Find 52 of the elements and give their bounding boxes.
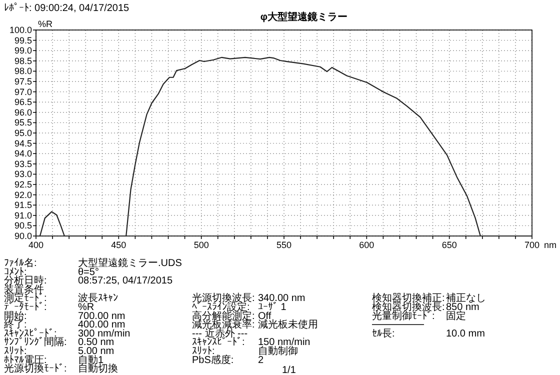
text: 大型望遠鏡ミラー.UDS <box>78 257 182 269</box>
text: 10.0 mm <box>446 328 485 340</box>
y-tick-label: 93.0 <box>14 169 32 180</box>
text: 光源切換ﾓｰﾄﾞ: <box>4 362 67 375</box>
y-tick-label: 90.5 <box>14 220 32 231</box>
x-tick-label: 400 <box>28 240 44 250</box>
y-tick-label: 99.5 <box>14 35 32 46</box>
text: %R <box>78 302 94 313</box>
x-tick-label: 600 <box>359 240 374 250</box>
y-tick-label: 100.0 <box>9 25 32 35</box>
text: 開始: <box>4 310 27 322</box>
y-tick-label: 97.0 <box>14 86 32 97</box>
y-tick-label: 97.5 <box>14 76 32 86</box>
y-tick-label: 95.0 <box>14 128 32 138</box>
text: 波長ｽｷｬﾝ <box>78 292 118 304</box>
y-tick-label: 93.5 <box>14 158 32 169</box>
y-tick-label: 96.0 <box>14 107 32 118</box>
text: 08:57:25, 04/17/2015 <box>78 276 173 287</box>
y-tick-label: 98.0 <box>14 66 32 76</box>
x-tick-label: 500 <box>194 240 209 250</box>
text: 検知器切換波長: <box>372 301 445 313</box>
text: 固定 <box>446 310 466 322</box>
y-tick-label: 90.0 <box>14 231 32 241</box>
x-tick-label: 700 <box>524 240 540 250</box>
text: ﾚﾎﾟｰﾄ: 09:00:24, 04/17/2015 <box>4 3 130 14</box>
chart-title: φ大型望遠鏡ミラー <box>260 11 348 23</box>
text: 高分解能測定: <box>192 310 255 322</box>
text: 300 nm/min <box>78 328 130 340</box>
x-tick-label: 550 <box>276 240 292 250</box>
text: ﾌｧｲﾙ名: <box>4 257 37 269</box>
text: 2 <box>258 354 264 366</box>
y-tick-label: 94.0 <box>14 148 32 159</box>
y-tick-label: 94.5 <box>14 138 32 148</box>
text: ｾﾙ長: <box>372 328 395 340</box>
y-axis-title: %R <box>38 19 53 29</box>
text: 減光板未使用 <box>258 318 318 331</box>
y-tick-label: 92.0 <box>14 190 32 200</box>
text: 0.50 nm <box>78 337 114 348</box>
text: 補正なし <box>446 292 486 304</box>
y-tick-label: 91.0 <box>14 210 32 220</box>
text: 700.00 nm <box>78 310 126 322</box>
y-tick-label: 96.5 <box>14 97 32 108</box>
y-tick-label: 91.5 <box>14 200 32 210</box>
text: 1/1 <box>282 365 296 375</box>
y-tick-label: 95.5 <box>14 118 32 128</box>
text: θ=5° <box>78 266 99 278</box>
x-tick-label: 450 <box>111 240 126 250</box>
y-tick-label: 98.5 <box>14 56 32 66</box>
y-tick-label: 92.5 <box>14 180 32 190</box>
x-axis-title: nm <box>544 240 557 250</box>
x-tick-label: 650 <box>442 240 457 250</box>
y-tick-label: 99.0 <box>14 46 32 56</box>
